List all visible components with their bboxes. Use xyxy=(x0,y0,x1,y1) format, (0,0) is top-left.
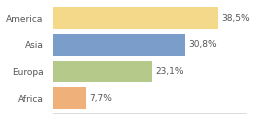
Bar xyxy=(53,87,86,109)
Bar xyxy=(53,61,152,82)
Text: 23,1%: 23,1% xyxy=(155,67,183,76)
Text: 30,8%: 30,8% xyxy=(188,40,217,49)
Bar xyxy=(53,34,185,56)
Text: 38,5%: 38,5% xyxy=(221,14,250,23)
Bar xyxy=(53,7,218,29)
Text: 7,7%: 7,7% xyxy=(89,94,112,103)
